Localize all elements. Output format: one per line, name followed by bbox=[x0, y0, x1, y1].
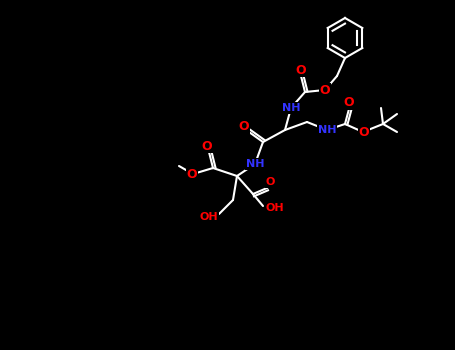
Text: O: O bbox=[202, 140, 212, 153]
Text: O: O bbox=[296, 63, 306, 77]
Text: NH: NH bbox=[246, 159, 264, 169]
Text: NH: NH bbox=[282, 103, 300, 113]
Text: O: O bbox=[239, 120, 249, 133]
Text: O: O bbox=[359, 126, 369, 139]
Text: O: O bbox=[187, 168, 197, 181]
Text: O: O bbox=[265, 177, 275, 187]
Text: NH: NH bbox=[318, 125, 336, 135]
Text: O: O bbox=[344, 97, 354, 110]
Text: OH: OH bbox=[200, 212, 218, 222]
Text: O: O bbox=[320, 84, 330, 97]
Text: OH: OH bbox=[266, 203, 284, 213]
